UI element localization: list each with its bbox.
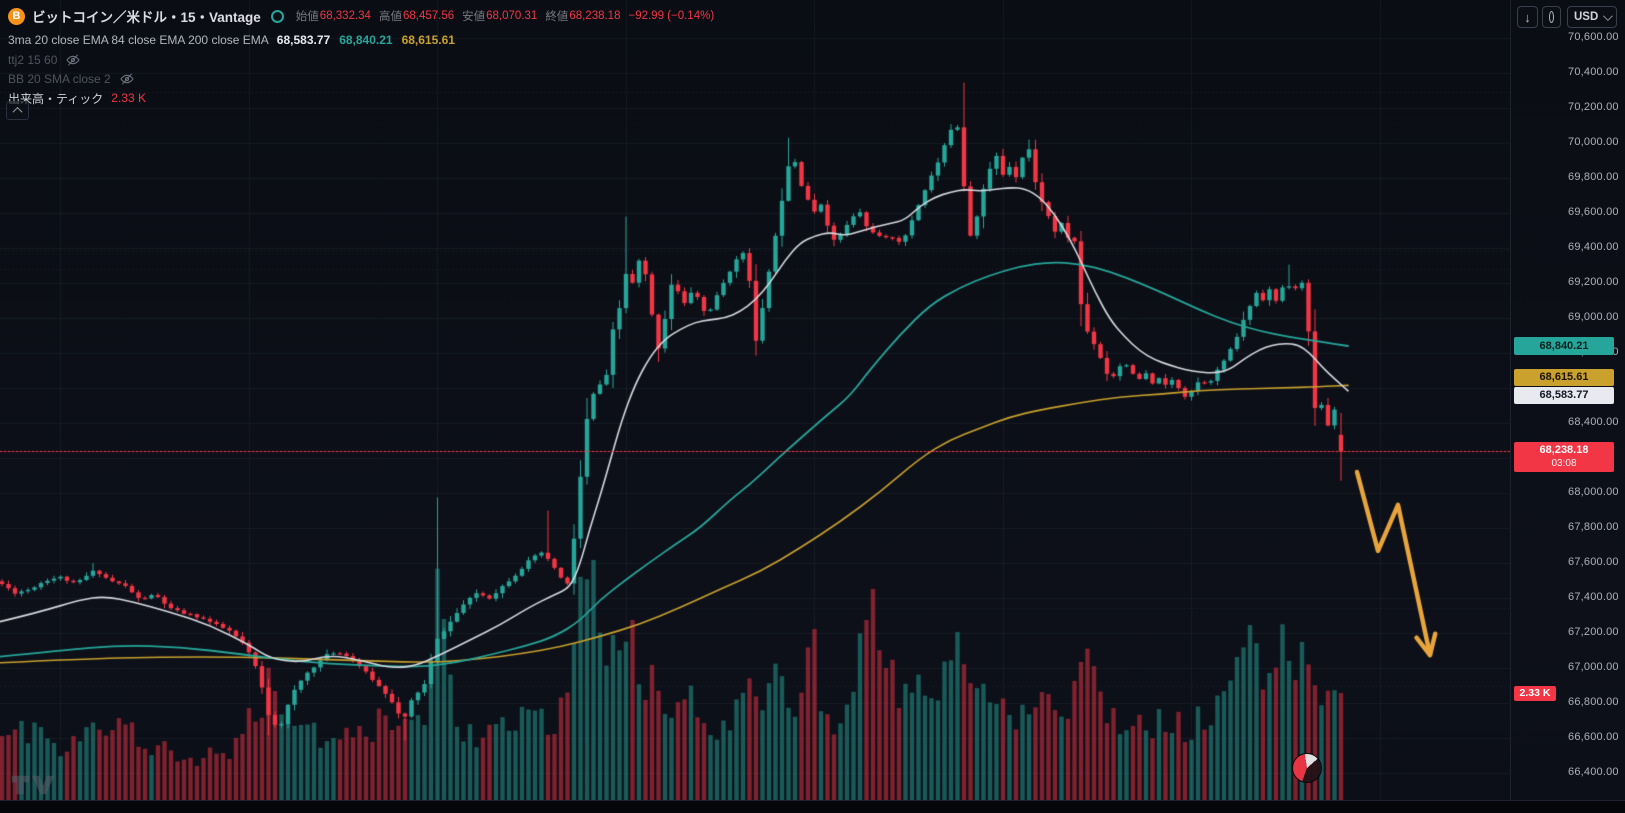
price-tick-label: 66,800.00 — [1568, 696, 1619, 708]
collapse-legend-button[interactable] — [6, 101, 29, 120]
indicator-row-ma[interactable]: 3ma 20 close EMA 84 close EMA 200 close … — [8, 32, 722, 48]
ma200-value: 68,615.61 — [401, 33, 455, 47]
tradingview-watermark-icon — [11, 775, 55, 795]
chevron-up-icon — [12, 106, 23, 117]
indicator-name[interactable]: ttj2 15 60 — [8, 52, 58, 67]
candlestick-chart[interactable] — [0, 0, 1510, 800]
time-axis-separator — [0, 800, 1625, 801]
realtime-status-icon — [270, 9, 284, 23]
circle-icon — [1549, 11, 1554, 23]
price-tick-label: 67,800.00 — [1568, 521, 1619, 533]
symbol-title[interactable]: ビットコイン／米ドル・15・Vantage — [32, 10, 261, 25]
price-tick-label: 67,400.00 — [1568, 591, 1619, 603]
indicator-row-bb[interactable]: BB 20 SMA close 2 — [8, 71, 722, 86]
reset-view-button[interactable] — [1542, 6, 1561, 28]
price-tick-label: 67,600.00 — [1568, 556, 1619, 568]
price-tick-label: 67,000.00 — [1568, 661, 1619, 673]
chart-legend: B ビットコイン／米ドル・15・Vantage 始値 68,332.34 高値 … — [8, 6, 722, 106]
indicator-name[interactable]: 3ma 20 close EMA 84 close EMA 200 close … — [8, 33, 269, 47]
indicator-row-volume[interactable]: 出来高・ティック 2.33 K — [8, 90, 722, 106]
indicator-name[interactable]: BB 20 SMA close 2 — [8, 71, 111, 86]
price-tick-label: 70,600.00 — [1568, 31, 1619, 43]
visibility-toggle-button[interactable] — [65, 52, 81, 68]
eye-off-icon — [120, 72, 134, 85]
open-value: 68,332.34 — [319, 10, 371, 22]
price-tick-label: 69,600.00 — [1568, 206, 1619, 218]
price-tick-label: 69,000.00 — [1568, 311, 1619, 323]
arrow-down-icon: ↓ — [1524, 9, 1531, 25]
indicator-name[interactable]: 出来高・ティック — [8, 91, 104, 106]
currency-dropdown[interactable]: USD — [1567, 6, 1617, 28]
price-tick-label: 69,400.00 — [1568, 241, 1619, 253]
scroll-to-latest-button[interactable]: ↓ — [1517, 6, 1538, 28]
time-axis[interactable] — [0, 801, 1625, 813]
price-tick-label: 70,200.00 — [1568, 101, 1619, 113]
open-label: 始値 — [295, 11, 319, 23]
close-value: 68,238.18 — [569, 10, 621, 22]
price-tick-label: 69,800.00 — [1568, 171, 1619, 183]
price-badge: 68,840.21 — [1514, 337, 1614, 355]
low-label: 安値 — [462, 11, 486, 23]
price-badge: 68,615.61 — [1514, 369, 1614, 386]
close-label: 終値 — [545, 11, 569, 23]
price-tick-label: 66,400.00 — [1568, 766, 1619, 778]
high-value: 68,457.56 — [402, 10, 455, 22]
ma20-value: 68,583.77 — [276, 33, 331, 47]
ma84-value: 68,840.21 — [339, 33, 393, 47]
price-tick-label: 68,400.00 — [1568, 416, 1619, 428]
price-tick-label: 69,200.00 — [1568, 276, 1619, 288]
price-axis[interactable]: 70,600.00 70,400.00 70,200.00 70,000.00 69,8… — [1511, 0, 1625, 800]
price-tick-label: 67,200.00 — [1568, 626, 1619, 638]
price-badge: 2.33 K — [1514, 686, 1556, 701]
chevron-down-icon — [1602, 10, 1613, 21]
change-value: −92.99 (−0.14%) — [628, 10, 715, 22]
indicator-row-ttj2[interactable]: ttj2 15 60 — [8, 52, 722, 67]
price-tick-label: 66,600.00 — [1568, 731, 1619, 743]
price-tick-label: 70,400.00 — [1568, 66, 1619, 78]
bitcoin-icon: B — [8, 7, 25, 25]
visibility-toggle-button[interactable] — [119, 71, 135, 87]
price-badge: 68,583.77 — [1514, 387, 1614, 404]
currency-label: USD — [1574, 11, 1599, 23]
price-tick-label: 70,000.00 — [1568, 136, 1619, 148]
symbol-row[interactable]: B ビットコイン／米ドル・15・Vantage 始値 68,332.34 高値 … — [8, 6, 722, 26]
axis-separator — [1510, 0, 1511, 813]
low-value: 68,070.31 — [486, 10, 538, 22]
price-tick-label: 68,000.00 — [1568, 486, 1619, 498]
drawing-stamp-icon[interactable] — [1292, 753, 1322, 783]
high-label: 高値 — [378, 11, 402, 23]
eye-off-icon — [66, 53, 81, 66]
volume-value: 2.33 K — [111, 91, 146, 105]
price-badge: 68,238.18 03:08 — [1514, 442, 1614, 472]
